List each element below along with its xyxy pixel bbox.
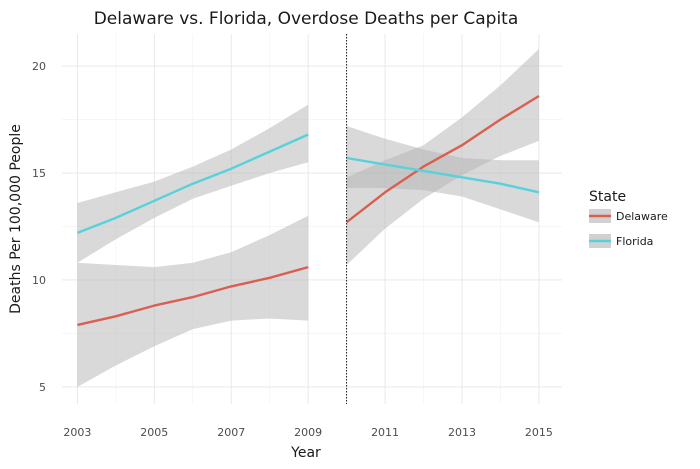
delaware-confidence-band-1 [77, 215, 309, 387]
tick-labels: 2003 2005 2007 2009 2011 2013 2015 5 10 15 20 [32, 60, 553, 439]
legend-items: Delaware Florida [589, 209, 668, 248]
delaware-series-line-2 [345, 94, 540, 224]
series-lines [76, 94, 540, 327]
y-tick-label: 5 [39, 381, 46, 394]
x-tick-label: 2013 [448, 426, 476, 439]
x-tick-label: 2007 [217, 426, 245, 439]
florida-series-line-1 [76, 133, 309, 235]
florida-series-line-2 [346, 156, 540, 194]
legend-item-florida: Florida [589, 234, 653, 248]
x-tick-label: 2009 [294, 426, 322, 439]
x-axis-title: Year [290, 445, 321, 461]
x-tick-label: 2005 [140, 426, 168, 439]
y-tick-label: 20 [32, 60, 46, 73]
legend: State Delaware Florida [589, 189, 668, 248]
y-tick-label: 10 [32, 274, 46, 287]
x-tick-label: 2015 [525, 426, 553, 439]
y-axis-title: Deaths Per 100,000 People [8, 124, 24, 314]
x-tick-label: 2003 [63, 426, 91, 439]
legend-label: Florida [616, 235, 653, 248]
x-tick-label: 2011 [371, 426, 399, 439]
chart-title: Delaware vs. Florida, Overdose Deaths pe… [94, 9, 519, 29]
legend-item-delaware: Delaware [589, 209, 668, 223]
legend-title: State [589, 189, 626, 205]
legend-label: Delaware [616, 210, 668, 223]
delaware-series-line-1 [77, 265, 309, 327]
y-tick-label: 15 [32, 167, 46, 180]
